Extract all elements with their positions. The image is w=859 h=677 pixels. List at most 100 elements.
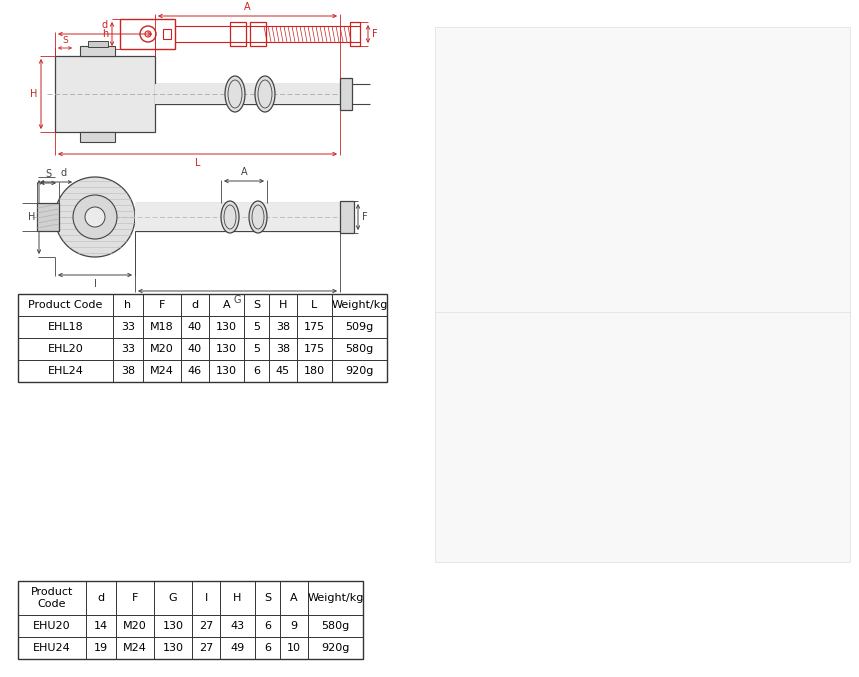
Text: I: I	[94, 279, 96, 289]
Text: F: F	[131, 593, 138, 603]
Bar	[18, 294, 387, 382]
Text: 920g: 920g	[321, 643, 350, 653]
Bar	[80, 132, 115, 142]
Text: d: d	[97, 593, 105, 603]
Text: M18: M18	[150, 322, 174, 332]
Text: L: L	[195, 158, 200, 168]
Text: A: A	[244, 2, 251, 12]
Text: G: G	[168, 593, 177, 603]
Text: M24: M24	[150, 366, 174, 376]
Bar	[163, 29, 171, 39]
Text: Weight/kg: Weight/kg	[332, 300, 387, 310]
Text: L: L	[311, 300, 318, 310]
Text: Product Code: Product Code	[28, 300, 103, 310]
Circle shape	[85, 74, 125, 114]
Text: d: d	[61, 168, 67, 178]
Text: 130: 130	[216, 322, 237, 332]
Text: 49: 49	[230, 643, 245, 653]
Text: 33: 33	[121, 322, 135, 332]
Text: M24: M24	[123, 643, 147, 653]
Text: 40: 40	[188, 322, 202, 332]
Text: 14: 14	[94, 621, 108, 631]
Ellipse shape	[225, 76, 245, 112]
Text: 38: 38	[276, 322, 290, 332]
Circle shape	[97, 86, 113, 102]
Text: 130: 130	[216, 366, 237, 376]
Circle shape	[85, 207, 105, 227]
Text: h: h	[125, 300, 131, 310]
Text: A: A	[222, 300, 230, 310]
Circle shape	[55, 177, 135, 257]
Text: 27: 27	[199, 643, 213, 653]
Bar	[435, 312, 850, 562]
Text: A: A	[290, 593, 298, 603]
Text: 10: 10	[287, 643, 301, 653]
Text: d: d	[102, 20, 108, 30]
Bar	[435, 27, 850, 317]
Text: EHL18: EHL18	[47, 322, 83, 332]
Text: H: H	[234, 593, 241, 603]
Text: 6: 6	[264, 643, 271, 653]
Text: 27: 27	[199, 621, 213, 631]
Text: 33: 33	[121, 344, 135, 354]
Ellipse shape	[255, 76, 275, 112]
Bar	[88, 41, 108, 47]
Text: 175: 175	[304, 322, 325, 332]
Bar	[340, 78, 352, 110]
Text: M20: M20	[150, 344, 174, 354]
Bar	[120, 19, 175, 49]
Text: 9: 9	[290, 621, 297, 631]
Text: M20: M20	[123, 621, 147, 631]
Text: 5: 5	[253, 344, 260, 354]
Text: S: S	[253, 300, 260, 310]
Text: H: H	[27, 212, 35, 222]
Text: 130: 130	[216, 344, 237, 354]
Text: 175: 175	[304, 344, 325, 354]
Text: 6: 6	[264, 621, 271, 631]
Bar	[155, 84, 340, 104]
Text: S: S	[45, 169, 51, 179]
Text: EHU20: EHU20	[34, 621, 70, 631]
Text: d: d	[192, 300, 198, 310]
Text: Weight/kg: Weight/kg	[308, 593, 363, 603]
Text: h: h	[101, 29, 108, 39]
Bar	[37, 203, 59, 231]
Text: 40: 40	[188, 344, 202, 354]
Text: 130: 130	[162, 621, 184, 631]
Bar	[230, 22, 246, 46]
Text: 580g: 580g	[345, 344, 374, 354]
Ellipse shape	[249, 201, 267, 233]
Circle shape	[73, 195, 117, 239]
Text: 38: 38	[276, 344, 290, 354]
Text: 45: 45	[276, 366, 290, 376]
Text: Product
Code: Product Code	[31, 587, 73, 609]
Text: EHL24: EHL24	[47, 366, 83, 376]
Text: EHU24: EHU24	[34, 643, 71, 653]
Text: F: F	[362, 212, 368, 222]
Bar	[135, 203, 340, 231]
Text: 5: 5	[253, 322, 260, 332]
Ellipse shape	[221, 201, 239, 233]
Text: S: S	[62, 36, 68, 45]
Bar	[350, 22, 360, 46]
Text: 46: 46	[188, 366, 202, 376]
Text: 509g: 509g	[345, 322, 374, 332]
Text: 38: 38	[121, 366, 135, 376]
Bar	[18, 581, 363, 659]
Text: 19: 19	[94, 643, 108, 653]
Text: EHL20: EHL20	[47, 344, 83, 354]
Bar	[340, 201, 354, 233]
Text: 6: 6	[253, 366, 260, 376]
Text: S: S	[264, 593, 271, 603]
Text: 180: 180	[304, 366, 325, 376]
Bar	[80, 46, 115, 56]
Text: G: G	[234, 295, 241, 305]
Text: 920g: 920g	[345, 366, 374, 376]
Text: I: I	[204, 593, 208, 603]
Text: 580g: 580g	[321, 621, 350, 631]
Bar	[250, 22, 266, 46]
Text: 130: 130	[162, 643, 184, 653]
Text: F: F	[159, 300, 165, 310]
Bar	[55, 56, 155, 132]
Text: 43: 43	[230, 621, 245, 631]
